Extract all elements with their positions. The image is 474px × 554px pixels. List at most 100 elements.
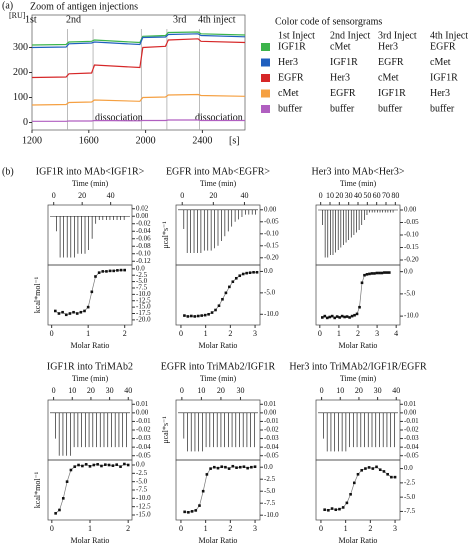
heat-point	[242, 465, 246, 469]
x-axis-label: [s]	[229, 135, 240, 146]
heat-point	[196, 314, 200, 318]
heat-point	[338, 507, 341, 511]
heat-point	[216, 466, 220, 470]
heat-point	[246, 466, 249, 470]
legend-cell: EGFR	[330, 88, 356, 99]
time-label: Time (min)	[200, 179, 237, 188]
upper-y-tick-label: 0.02	[136, 204, 149, 212]
time-tick-label: 20	[355, 386, 363, 395]
heat-point	[383, 271, 386, 274]
panel-label: (b)	[2, 166, 14, 177]
lower-y-label: kcal*mol⁻¹	[33, 276, 42, 313]
heat-point	[123, 462, 126, 466]
legend-cell: cMet	[330, 41, 351, 52]
legend-swatch	[261, 58, 270, 67]
heat-point	[119, 465, 122, 468]
time-tick-label: 0	[52, 191, 56, 200]
y-tick-label: 0	[23, 117, 28, 128]
heat-point	[111, 464, 115, 467]
heat-point	[325, 316, 329, 320]
lower-y-tick-label: -10.0	[264, 310, 279, 318]
upper-y-tick-label: -0.05	[404, 218, 419, 226]
heat-point	[234, 276, 238, 280]
heat-point	[333, 316, 337, 320]
x-tick-label: 1	[88, 524, 92, 533]
fit-line	[55, 463, 129, 514]
heat-point	[108, 269, 112, 273]
time-tick-label: 20	[217, 386, 225, 395]
upper-frame	[175, 399, 261, 461]
legend-cell: Her3	[378, 41, 398, 52]
time-tick-label: 20	[87, 386, 95, 395]
legend-cell: EGFR	[430, 41, 456, 52]
time-label: Time (min)	[340, 179, 377, 188]
time-tick-label: 0	[52, 386, 56, 395]
upper-y-tick-label: -0.02	[136, 426, 151, 434]
heat-point	[90, 290, 94, 294]
x-tick-label: 2	[126, 524, 130, 533]
legend-title: Color code of sensorgrams	[275, 16, 382, 27]
heat-point	[330, 507, 334, 510]
x-tick-label: 1	[86, 329, 90, 338]
lower-y-tick-label: -10.0	[136, 290, 151, 298]
upper-y-label: μcal*s⁻¹	[161, 221, 170, 249]
heat-point	[101, 270, 105, 273]
time-label: Time (min)	[72, 179, 109, 188]
lower-y-tick-label: 0.0	[404, 464, 413, 472]
legend-cell: buffer	[278, 103, 303, 114]
heat-point	[370, 272, 374, 275]
legend-cell: buffer	[378, 103, 403, 114]
upper-y-tick-label: -0.01	[404, 417, 419, 425]
x-tick-label: 2	[228, 524, 232, 533]
lower-y-tick-label: -7.5	[136, 284, 148, 292]
upper-y-tick-label: 0.00	[404, 206, 417, 214]
time-tick-label: 80	[391, 191, 399, 200]
sensorgram-line	[31, 93, 246, 106]
heat-point	[358, 305, 361, 309]
time-label: Time (min)	[340, 374, 377, 383]
heat-point	[224, 291, 228, 295]
heat-point	[375, 271, 379, 275]
fit-line	[324, 466, 396, 511]
fit-line	[322, 272, 390, 319]
upper-frame	[315, 399, 401, 461]
heat-point	[194, 509, 198, 512]
upper-y-tick-label: -0.02	[136, 219, 151, 227]
lower-y-tick-label: -5.0	[136, 477, 148, 485]
heat-point	[88, 465, 92, 468]
heat-point	[183, 314, 186, 317]
heat-point	[68, 312, 72, 315]
heat-point	[54, 512, 57, 515]
heat-point	[241, 272, 245, 276]
upper-y-tick-label: 0.01	[264, 400, 277, 408]
upper-y-tick-label: -0.10	[264, 229, 279, 237]
heat-point	[328, 315, 332, 319]
lower-y-tick-label: -7.5	[404, 507, 416, 515]
heat-point	[378, 468, 382, 472]
heat-point	[100, 464, 103, 468]
x-tick-label: 2400	[192, 135, 212, 146]
lower-y-tick-label: -7.5	[136, 486, 148, 494]
heat-point	[390, 475, 393, 479]
heat-point	[84, 463, 88, 466]
subplot-title: IGF1R into MAb<IGF1R>	[36, 166, 145, 177]
x-tick-label: 4	[394, 329, 398, 338]
time-tick-label: 40	[240, 191, 248, 200]
heat-point	[321, 316, 324, 319]
time-tick-label: 30	[374, 386, 382, 395]
time-tick-label: 0	[319, 191, 323, 200]
time-tick-label: 40	[354, 191, 362, 200]
legend-cell: buffer	[430, 103, 455, 114]
heat-point	[210, 311, 214, 314]
heat-point	[183, 510, 186, 514]
x-tick-label: 2	[368, 524, 372, 533]
heat-point	[61, 310, 64, 314]
x-tick-label: 1200	[22, 135, 42, 146]
heat-point	[190, 314, 193, 318]
x-tick-label: 1600	[79, 135, 99, 146]
subplot-title: EGFR into MAb<EGFR>	[166, 166, 270, 177]
lower-y-tick-label: -7.5	[264, 499, 276, 507]
heat-point	[238, 274, 242, 278]
upper-y-tick-label: -0.15	[264, 241, 279, 249]
